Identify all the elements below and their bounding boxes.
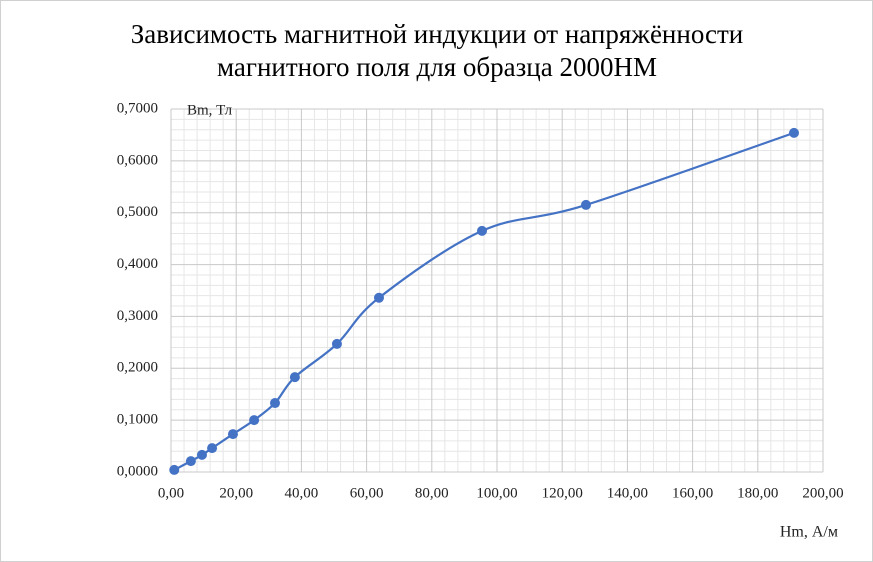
y-tick-label: 0,4000 xyxy=(117,256,158,272)
data-point xyxy=(249,415,260,426)
x-tick-label: 160,00 xyxy=(672,485,713,501)
chart-title: магнитного поля для образца 2000НМ xyxy=(217,52,657,82)
x-tick-label: 20,00 xyxy=(219,485,253,501)
y-tick-label: 0,1000 xyxy=(117,412,158,428)
x-tick-label: 120,00 xyxy=(542,485,583,501)
x-tick-label: 100,00 xyxy=(476,485,517,501)
x-tick-label: 0,00 xyxy=(158,485,184,501)
y-axis-label: Bm, Тл xyxy=(187,102,233,118)
data-point xyxy=(477,225,488,236)
grid xyxy=(170,108,824,473)
x-tick-label: 200,00 xyxy=(802,485,843,501)
data-point xyxy=(169,464,180,475)
y-tick-label: 0,3000 xyxy=(117,308,158,324)
data-point xyxy=(788,127,799,138)
data-point xyxy=(331,338,342,349)
x-tick-label: 180,00 xyxy=(737,485,778,501)
x-axis-label: Hm, А/м xyxy=(780,524,838,541)
y-tick-label: 0,2000 xyxy=(117,360,158,376)
y-tick-label: 0,0000 xyxy=(117,463,158,479)
data-point xyxy=(580,199,591,210)
x-tick-label: 40,00 xyxy=(285,485,319,501)
y-tick-label: 0,7000 xyxy=(117,100,158,116)
data-point xyxy=(196,449,207,460)
x-tick-label: 60,00 xyxy=(350,485,384,501)
chart-title: Зависимость магнитной индукции от напряж… xyxy=(131,19,743,49)
y-tick-label: 0,5000 xyxy=(117,204,158,220)
data-point xyxy=(289,372,300,383)
data-point xyxy=(373,292,384,303)
y-tick-label: 0,6000 xyxy=(117,152,158,168)
data-point xyxy=(185,456,196,467)
x-tick-label: 140,00 xyxy=(607,485,648,501)
data-point xyxy=(227,429,238,440)
data-point xyxy=(269,398,280,409)
data-point xyxy=(207,443,218,454)
x-tick-label: 80,00 xyxy=(415,485,449,501)
